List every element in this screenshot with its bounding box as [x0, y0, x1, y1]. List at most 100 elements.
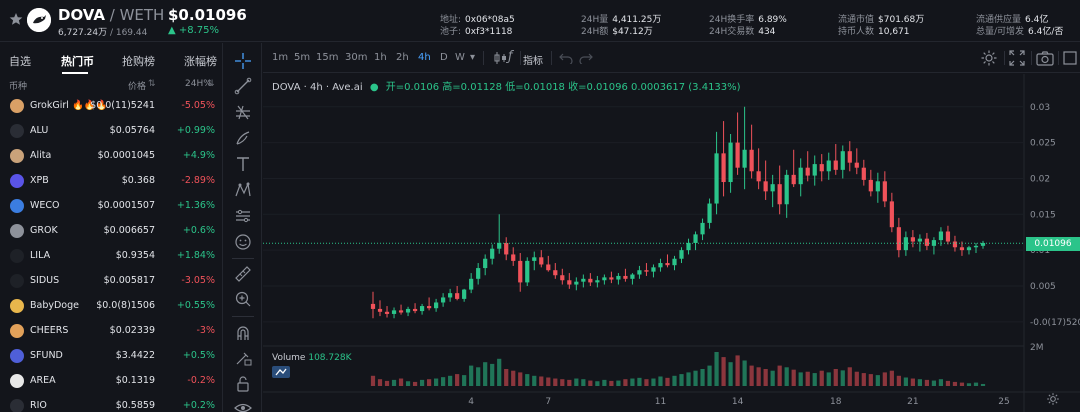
lock-drawings-icon[interactable] [234, 349, 252, 367]
column-change[interactable]: 24H% [185, 79, 212, 89]
stat-value: 10,671 [878, 27, 910, 37]
coin-row[interactable]: ALU $0.05764 +0.99% [0, 119, 223, 144]
volume-legend: Volume 108.728K [272, 353, 351, 363]
fullscreen-icon[interactable] [1009, 50, 1025, 66]
crosshair-icon[interactable] [234, 52, 252, 70]
undo-icon[interactable] [559, 52, 573, 64]
coin-row[interactable]: BabyDoge $0.0(8)1506 +0.55% [0, 294, 223, 319]
volume-bar [700, 369, 705, 386]
volume-bar [595, 381, 600, 386]
candle-body [651, 267, 656, 272]
timeframe-1m[interactable]: 1m [272, 52, 289, 63]
volume-bar [377, 379, 383, 386]
text-icon[interactable] [234, 155, 252, 173]
coin-row[interactable]: Alita $0.0001045 +4.9% [0, 144, 223, 169]
candle-body [826, 160, 831, 172]
volume-bar [644, 379, 649, 386]
candle-body [959, 247, 965, 251]
tab-watchlist[interactable]: 自选 [9, 55, 31, 68]
eye-icon[interactable] [234, 399, 252, 412]
candle-type-icon[interactable] [493, 51, 515, 65]
ruler-icon[interactable] [234, 265, 252, 283]
magnet-icon[interactable] [234, 324, 252, 342]
camera-icon[interactable] [1036, 50, 1054, 66]
redo-icon[interactable] [579, 52, 593, 64]
volume-bar [441, 377, 446, 386]
coin-row[interactable]: GROK $0.006657 +0.6% [0, 219, 223, 244]
candle-body [805, 167, 810, 176]
candle-body [931, 240, 937, 246]
drawing-toolbar [224, 43, 262, 412]
coin-change: +0.6% [182, 225, 215, 236]
coin-row[interactable]: SFUND $3.4422 +0.5% [0, 344, 223, 369]
emoji-icon[interactable] [234, 233, 252, 251]
stat-value: $701.68万 [878, 15, 925, 25]
tab-snipe[interactable]: 抢购榜 [122, 55, 155, 68]
candlestick-chart[interactable]: 0.03 0.025 0.02 0.015 0.01 0.005 -0.0(17)5204 2… [263, 74, 1080, 412]
stat-24h-trades: 24H交易数 434 [709, 24, 775, 37]
tab-gainers[interactable]: 涨幅榜 [184, 55, 217, 68]
chart-settings-icon[interactable] [1046, 392, 1060, 406]
coin-name: Alita [30, 150, 52, 161]
y-tick-label: 0.025 [1030, 139, 1056, 149]
volume-bar [483, 362, 488, 386]
stat-label: 总量/可增发 [976, 27, 1025, 37]
indicator-button[interactable]: 指标 [523, 56, 543, 67]
sort-icon[interactable]: ⇅ [207, 79, 215, 89]
coin-row[interactable]: AREA $0.1319 -0.2% [0, 369, 223, 394]
timeframe-4h[interactable]: 4h [418, 52, 431, 63]
coin-price: $3.4422 [115, 350, 155, 361]
fx-icon[interactable]: ƒ [508, 49, 513, 64]
volume-bar [588, 380, 593, 386]
stat-24h-amount: 24H额 $47.12万 [581, 24, 653, 37]
chevron-down-icon[interactable]: ▾ [470, 52, 476, 63]
favorite-star-icon[interactable] [9, 12, 23, 26]
sort-icon[interactable]: ⇅ [148, 79, 156, 89]
coin-row[interactable]: GrokGirl 🔥🔥🔥 $0.0(11)5241 -5.05% [0, 94, 223, 119]
volume-bar [980, 383, 986, 386]
forecast-icon[interactable] [234, 207, 252, 225]
column-price[interactable]: 价格 [128, 82, 147, 92]
current-price: $0.01096 [168, 6, 247, 24]
timeframe-2h[interactable]: 2h [396, 52, 409, 63]
stat-pool[interactable]: 池子: 0xf3*1118 [440, 24, 512, 37]
coin-row[interactable]: RIO $0.5859 +0.2% [0, 394, 223, 412]
zoom-in-icon[interactable] [234, 290, 252, 308]
brush-icon[interactable] [234, 129, 252, 147]
coin-row[interactable]: SIDUS $0.005817 -3.05% [0, 269, 223, 294]
candle-body [588, 278, 593, 283]
x-tick-label: 14 [732, 397, 744, 407]
volume-bar [560, 379, 565, 386]
volume-bar [861, 373, 866, 386]
stat-address[interactable]: 地址: 0x06*08a5 [440, 12, 515, 25]
timeframe-1h[interactable]: 1h [374, 52, 387, 63]
pitchfork-icon[interactable] [234, 103, 252, 121]
toolbar-divider [232, 316, 254, 317]
volume-bar [763, 369, 768, 386]
candle-body [728, 142, 733, 183]
timeframe-15m[interactable]: 15m [316, 52, 339, 63]
tab-hot[interactable]: 热门币 [61, 55, 94, 68]
candle-body [756, 171, 761, 182]
timeframe-D[interactable]: D [440, 52, 448, 63]
candle-body [910, 237, 915, 242]
price-chart[interactable]: 0.03 0.025 0.02 0.015 0.01 0.005 -0.0(17)5204 2… [263, 74, 1080, 412]
timeframe-5m[interactable]: 5m [294, 52, 311, 63]
coin-row[interactable]: XPB $0.368 -2.89% [0, 169, 223, 194]
settings-gear-icon[interactable] [980, 49, 998, 67]
maximize-icon[interactable] [1062, 50, 1078, 66]
volume-bar [567, 379, 572, 386]
timeframe-W[interactable]: W [455, 52, 465, 63]
coin-price: $0.005817 [103, 275, 155, 286]
timeframe-30m[interactable]: 30m [345, 52, 368, 63]
trend-line-icon[interactable] [234, 77, 252, 95]
volume-bar [497, 358, 502, 386]
volume-bar [721, 357, 726, 386]
chart-toolbar: 1m 5m 15m 30m 1h 2h 4h D W ▾ ƒ 指标 [263, 43, 1080, 73]
coin-row[interactable]: CHEERS $0.02339 -3% [0, 319, 223, 344]
pattern-icon[interactable] [234, 181, 252, 199]
coin-row[interactable]: WECO $0.0001507 +1.36% [0, 194, 223, 219]
lock-icon[interactable] [234, 375, 252, 393]
coin-logo-icon [10, 324, 24, 338]
coin-row[interactable]: LILA $0.9354 +1.84% [0, 244, 223, 269]
